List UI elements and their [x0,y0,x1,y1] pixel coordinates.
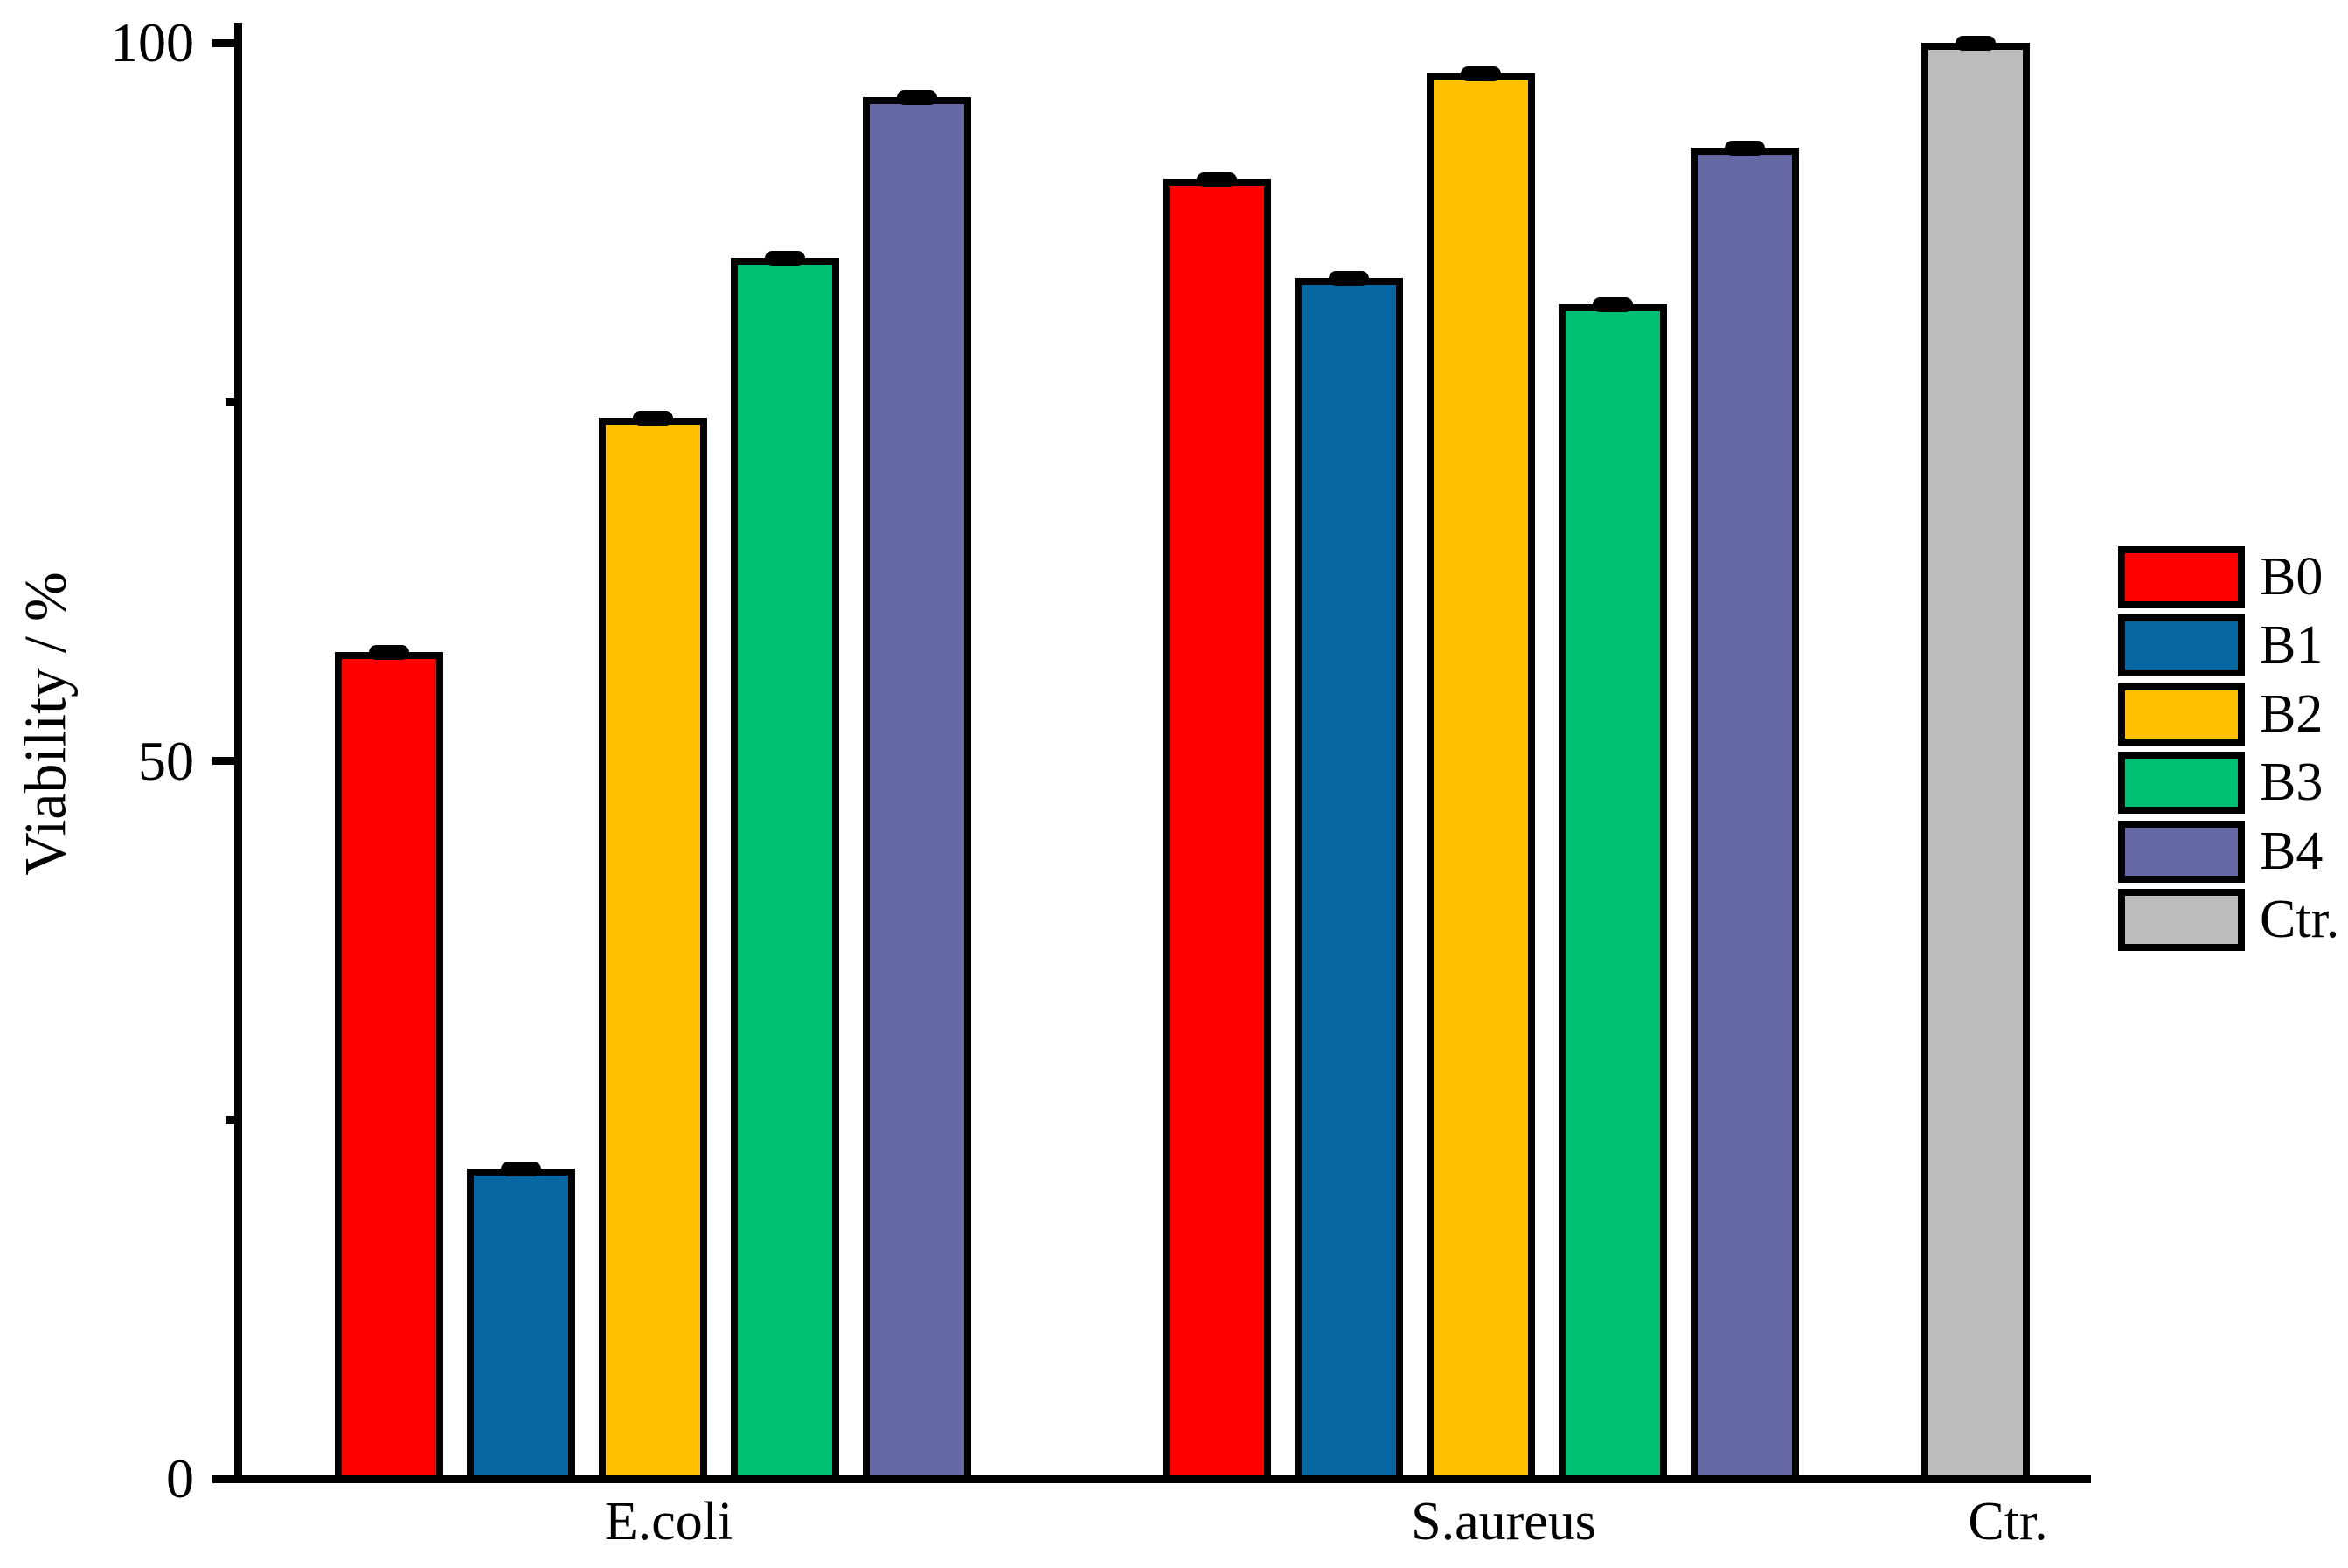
category-label-Ctr: Ctr. [1968,1492,2048,1551]
error-bar [501,1162,541,1177]
legend-swatch-B0 [2118,546,2245,608]
y-axis-title: Viability / % [11,572,79,876]
error-bar [633,410,673,426]
legend-label-B0: B0 [2260,547,2324,607]
bar-B0-Saureus [1163,179,1271,1475]
error-bar [1593,297,1633,313]
category-label-Ecoli: E.coli [604,1492,733,1551]
y-minor-tick [226,1115,234,1124]
y-axis-line [234,23,242,1483]
x-axis-line [212,1475,2091,1483]
y-major-tick [212,757,234,765]
bar-Ctr-Ctr [1921,43,2030,1475]
error-bar [369,644,409,660]
error-bar [897,90,937,106]
bar-B2-Saureus [1427,73,1535,1475]
error-bar [765,251,805,267]
error-bar [1329,271,1369,287]
bar-B4-Ecoli [863,97,971,1475]
legend-swatch-B2 [2118,683,2245,746]
bar-B3-Saureus [1559,304,1667,1475]
legend-label-B2: B2 [2260,683,2324,744]
error-bar [1197,172,1237,188]
legend-swatch-B4 [2118,820,2245,883]
legend-label-Ctr: Ctr. [2260,890,2340,949]
error-bar [1956,36,1996,51]
y-major-tick [212,1474,234,1483]
legend-swatch-B3 [2118,752,2245,815]
bar-B1-Ecoli [467,1169,575,1475]
legend-label-B3: B3 [2260,753,2324,813]
bar-B4-Saureus [1691,147,1799,1475]
y-tick-label: 50 [138,729,194,792]
y-tick-label: 100 [110,11,194,73]
bar-B0-Ecoli [335,651,443,1475]
y-major-tick [212,38,234,47]
legend-swatch-B1 [2118,614,2245,677]
y-minor-tick [226,398,234,406]
legend-label-B1: B1 [2260,615,2324,676]
bar-B2-Ecoli [599,417,707,1475]
y-tick-label: 0 [166,1447,194,1509]
legend-label-B4: B4 [2260,821,2324,881]
bar-B1-Saureus [1295,278,1403,1475]
error-bar [1725,140,1765,156]
category-label-Saureus: S.aureus [1411,1492,1596,1551]
bar-B3-Ecoli [731,258,839,1475]
legend-swatch-Ctr [2118,889,2245,951]
error-bar [1461,66,1501,81]
